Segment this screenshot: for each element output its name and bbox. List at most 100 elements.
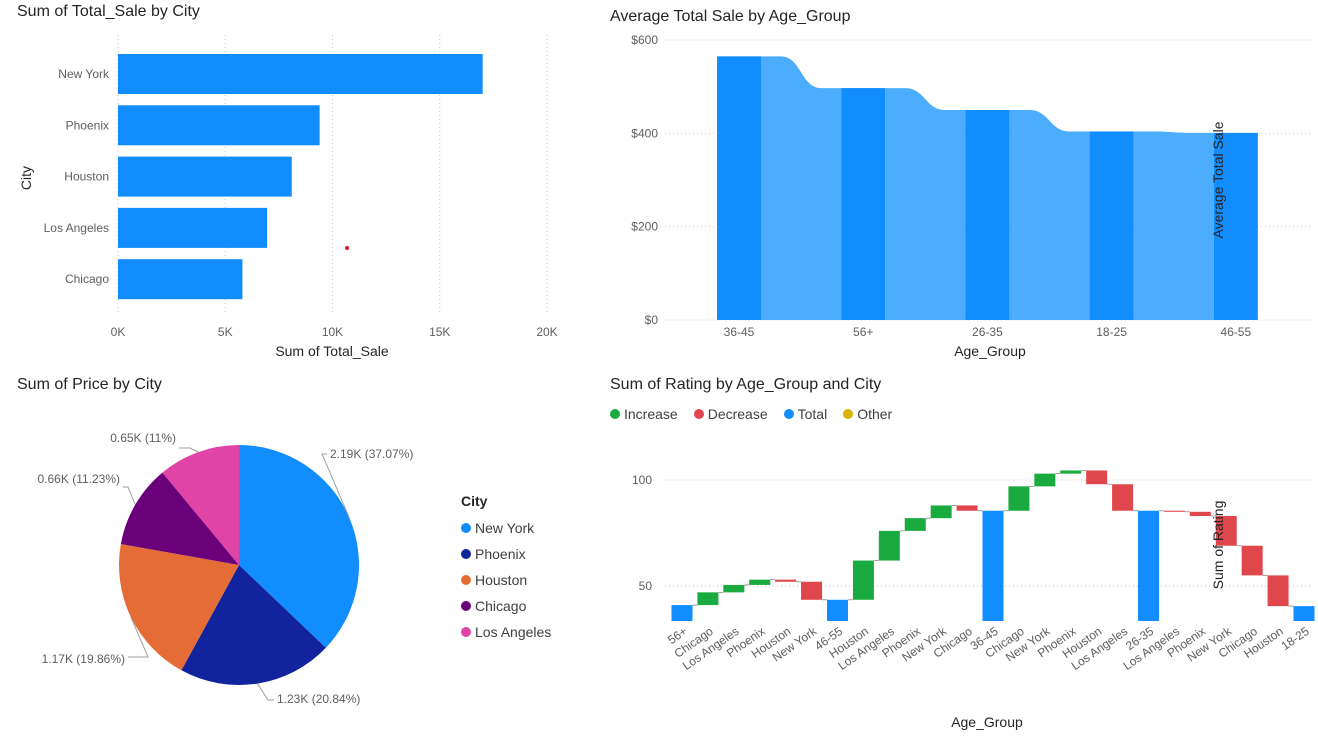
bar-chart-title: Sum of Total_Sale by City [17,3,200,20]
area-column [965,110,1010,320]
area-x-tick: 36-45 [724,325,755,339]
legend-dot-icon [693,409,704,419]
waterfall-legend-item[interactable]: Increase [610,406,678,422]
bar-x-axis-title: Sum of Total_Sale [275,343,389,359]
waterfall-bar [1008,486,1030,511]
bar-x-tick: 5K [218,325,233,339]
bar-x-tick: 20K [536,325,557,339]
waterfall-bar [1112,484,1134,511]
waterfall-bar [956,505,978,511]
area-column [717,56,761,320]
waterfall-y-tick: 100 [632,473,652,487]
area-x-tick: 46-55 [1220,325,1251,339]
bar-x-tick: 10K [322,325,343,339]
waterfall-legend-label: Decrease [707,406,768,422]
pie-legend-item[interactable]: New York [461,515,551,541]
waterfall-bar [801,581,823,600]
pie-legend-label: Los Angeles [475,624,552,640]
waterfall-bar [904,518,926,531]
area-y-tick: $0 [645,313,659,327]
area-x-tick: 18-25 [1096,325,1127,339]
pie-legend-item[interactable]: Houston [461,567,551,593]
waterfall-bar [723,584,745,593]
waterfall-legend-item[interactable]: Decrease [693,406,768,422]
waterfall-y-axis-title: Sum of Rating [1210,501,1226,590]
pie-leader-line [128,616,149,658]
waterfall-x-axis-title: Age_Group [951,714,1023,730]
waterfall-y-tick: 50 [639,579,653,593]
waterfall-bar [1215,516,1237,546]
waterfall-chart-title: Sum of Rating by Age_Group and City [610,376,882,393]
area-column [1089,131,1134,320]
waterfall-legend-label: Total [797,406,828,422]
bar-y-tick: Phoenix [66,118,109,132]
bar-y-tick: Houston [64,170,109,184]
bar-chart-panel: Sum of Total_Sale by City 0K 5K 10K 15K 20K N… [0,0,600,370]
area-column [1213,132,1258,320]
waterfall-bar [1086,470,1108,485]
waterfall-bar [982,510,1004,621]
bar-y-tick: Chicago [65,272,109,286]
waterfall-bar [749,579,771,585]
pie-slice [181,565,326,685]
waterfall-legend: Increase Decrease Total Other [610,406,892,422]
waterfall-legend-item[interactable]: Total [783,406,828,422]
area-chart-panel: Average Total Sale by Age_Group $0 $200 $4… [600,0,1318,370]
pie-legend-item[interactable]: Phoenix [461,541,551,567]
waterfall-legend-label: Other [857,406,893,422]
area-chart-title: Average Total Sale by Age_Group [610,8,851,25]
waterfall-bar [775,579,797,582]
legend-dot-icon [461,523,471,533]
pie-leader-line [257,683,274,701]
pie-legend-item[interactable]: Los Angeles [461,619,551,645]
area-x-tick: 26-35 [972,325,1003,339]
bar [118,207,268,248]
pie-data-label: 1.23K (20.84%) [277,692,360,706]
legend-dot-icon [461,601,471,611]
pie-legend-label: Chicago [475,598,527,614]
waterfall-bar [827,599,848,621]
pie-chart-svg: 2.19K (37.07%) 1.23K (20.84%) 1.17K (19.86… [38,431,414,706]
pie-chart-title: Sum of Price by City [17,376,162,393]
area-x-axis-title: Age_Group [954,343,1026,359]
pie-data-label: 1.17K (19.86%) [42,652,125,666]
waterfall-bar [1138,510,1159,621]
pie-legend: City New York Phoenix Houston Chicago Los An… [461,493,551,645]
legend-dot-icon [461,627,471,637]
legend-dot-icon [461,575,471,585]
bar [118,156,292,197]
pie-chart-panel: Sum of Price by City 2.19K (37.07%) 1.23K… [0,370,600,739]
waterfall-legend-label: Increase [624,406,678,422]
legend-dot-icon [610,409,620,419]
pie-slice [120,472,239,565]
waterfall-bar [1189,511,1211,517]
area-y-tick: $400 [631,126,658,140]
waterfall-bar [697,592,719,606]
area-y-axis-title: Average Total Sale [1210,121,1226,238]
waterfall-bar [878,530,900,561]
pie-leader-line [179,447,199,453]
waterfall-bar [852,560,874,600]
area-ribbon [885,88,966,320]
pie-data-label: 0.65K (11%) [110,431,176,445]
bar-y-tick: New York [58,67,110,81]
bar [118,105,320,146]
pie-slice [239,445,360,648]
pie-legend-item[interactable]: Chicago [461,593,551,619]
waterfall-bar [671,605,693,621]
bar [118,259,243,300]
legend-dot-icon [461,549,471,559]
waterfall-bar [930,505,952,519]
pie-data-label: 2.19K (37.07%) [330,447,413,461]
waterfall-legend-item[interactable]: Other [843,406,892,422]
bar [118,54,483,94]
area-ribbon [761,56,842,320]
pie-legend-title: City [461,493,488,509]
bar-y-tick: Los Angeles [44,221,109,235]
area-chart-svg: $0 $200 $400 $600 36-45 56+ 26-35 18-25 46-55 Age… [631,33,1312,359]
pie-data-label: 0.66K (11.23%) [38,472,121,486]
waterfall-bar [1293,606,1315,621]
legend-dot-icon [783,409,794,419]
pie-leader-line [321,453,350,518]
